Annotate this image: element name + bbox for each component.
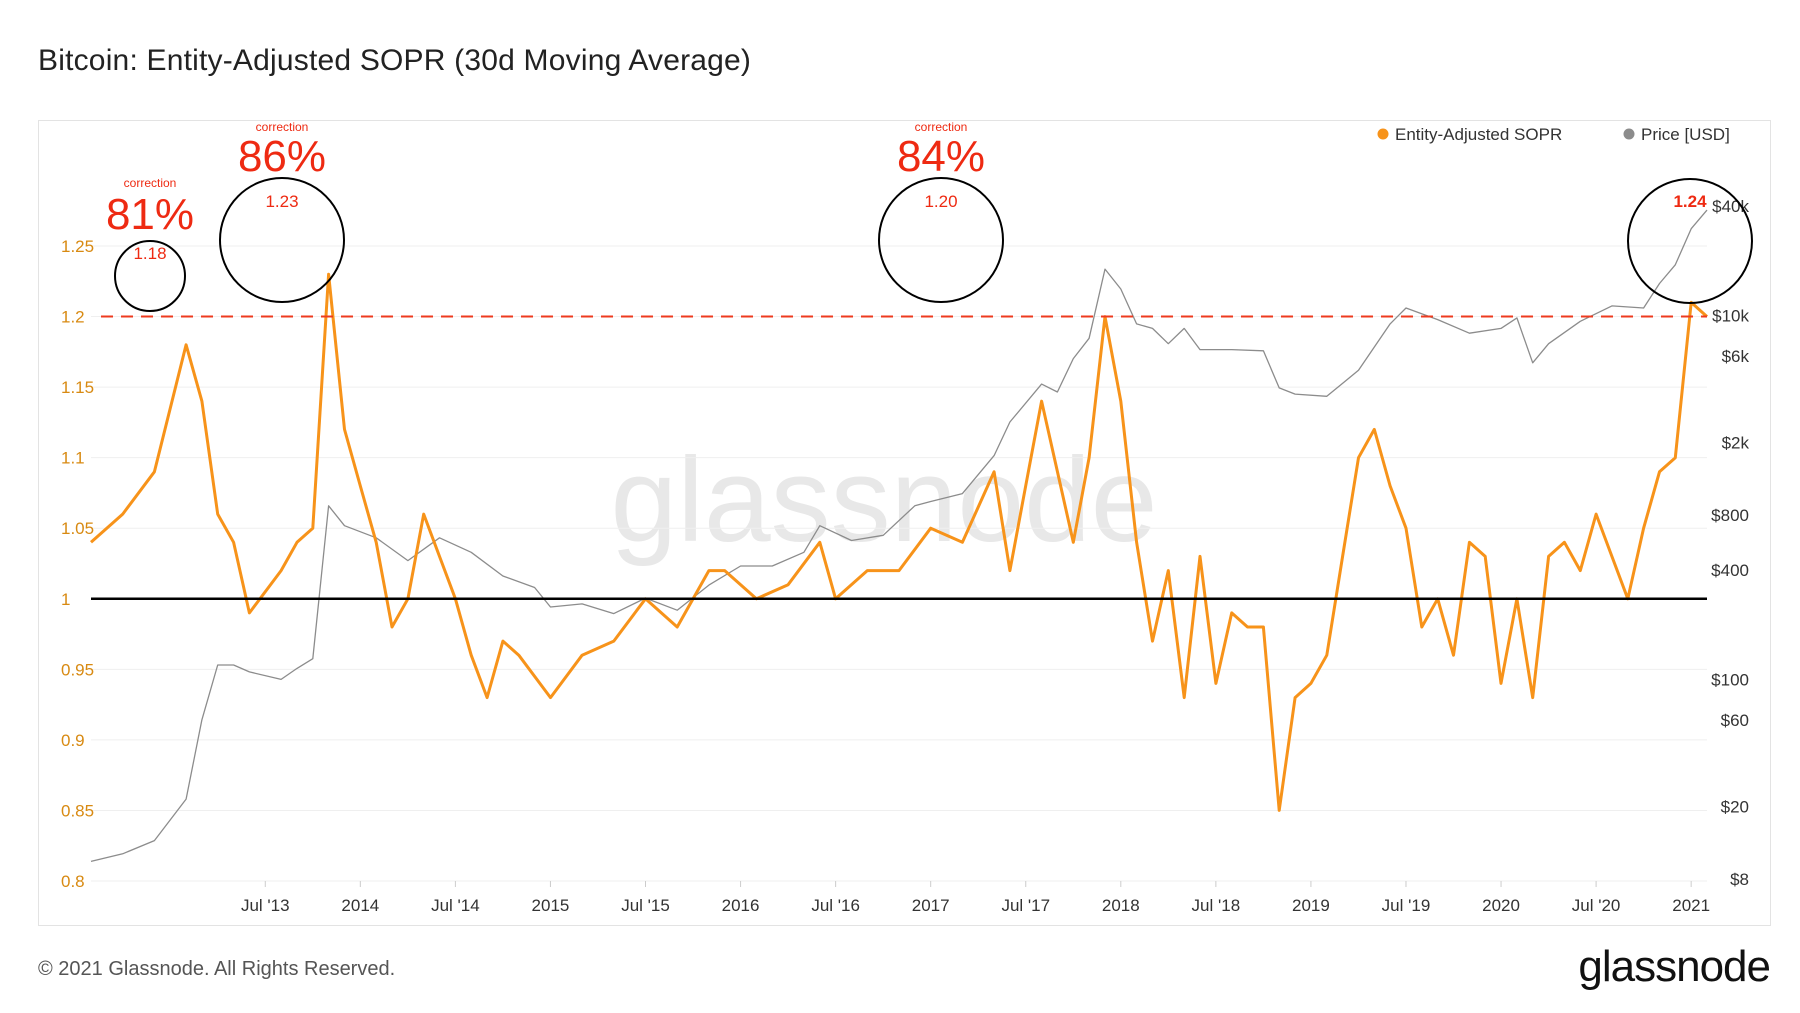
peak-value-label: 1.23 (265, 192, 298, 211)
right-y-axis: $8 $20 $60 $100 $400 $800 $2k $6k $10k $40k (1711, 197, 1749, 889)
chart-panel: glassnode 0.8 0.85 0.9 0.95 1 1.05 1.1 1.15 1.2 1… (38, 120, 1771, 926)
y-right-tick-label: $100 (1711, 670, 1749, 689)
x-tick-label: 2021 (1672, 896, 1710, 915)
peak-circle (114, 240, 186, 312)
brand-logo: glassnode (1578, 942, 1771, 991)
correction-percent: 84% (897, 132, 985, 181)
legend-label: Price [USD] (1641, 125, 1730, 144)
x-tick-label: 2019 (1292, 896, 1330, 915)
y-right-tick-label: $40k (1712, 197, 1749, 216)
price-line (90, 209, 1708, 863)
x-tick-label: Jul '19 (1382, 896, 1431, 915)
peak-circle (878, 177, 1004, 303)
legend-label: Entity-Adjusted SOPR (1395, 125, 1562, 144)
x-tick-label: Jul '17 (1001, 896, 1050, 915)
reference-lines (91, 315, 1707, 601)
chart-title: Bitcoin: Entity-Adjusted SOPR (30d Movin… (38, 44, 752, 77)
y-left-tick-label: 1.15 (61, 378, 94, 397)
y-left-tick-label: 1.25 (61, 237, 94, 256)
x-tick-label: Jul '14 (431, 896, 480, 915)
correction-label: correction (256, 121, 309, 134)
legend[interactable]: Entity-Adjusted SOPR Price [USD] (1377, 125, 1730, 144)
x-tick-label: 2015 (532, 896, 570, 915)
x-tick-label: 2014 (341, 896, 379, 915)
y-right-tick-label: $6k (1722, 347, 1750, 366)
peak-circle (219, 177, 345, 303)
y-right-tick-label: $20 (1721, 798, 1749, 817)
sopr-chart: glassnode 0.8 0.85 0.9 0.95 1 1.05 1.1 1.15 1.2 1… (61, 121, 1753, 915)
y-left-tick-label: 1.1 (61, 449, 85, 468)
correction-label: correction (124, 176, 177, 190)
y-left-tick-label: 0.8 (61, 872, 85, 891)
y-right-tick-label: $800 (1711, 506, 1749, 525)
y-right-tick-label: $2k (1722, 434, 1750, 453)
y-left-tick-label: 1.2 (61, 308, 85, 327)
peak-circle (1627, 178, 1753, 304)
x-tick-label: 2018 (1102, 896, 1140, 915)
correction-percent: 81% (106, 190, 194, 239)
x-tick-label: Jul '16 (811, 896, 860, 915)
peak-value-label: 1.24 (1673, 192, 1707, 211)
sopr-series (90, 272, 1709, 812)
y-right-tick-label: $60 (1721, 711, 1749, 730)
peak-value-label: 1.18 (133, 244, 166, 263)
y-left-tick-label: 0.95 (61, 660, 94, 679)
legend-marker (1377, 128, 1389, 140)
left-y-axis: 0.8 0.85 0.9 0.95 1 1.05 1.1 1.15 1.2 1.25 (61, 237, 94, 891)
correction-percent: 86% (238, 132, 326, 181)
watermark-text: glassnode (610, 433, 1157, 567)
x-tick-label: Jul '15 (621, 896, 670, 915)
x-tick-label: 2020 (1482, 896, 1520, 915)
y-left-tick-label: 1 (61, 590, 70, 609)
correction-label: correction (915, 121, 968, 134)
sopr-line (90, 272, 1709, 812)
x-tick-label: Jul '13 (241, 896, 290, 915)
peak-value-label: 1.20 (924, 192, 957, 211)
y-left-tick-label: 0.85 (61, 801, 94, 820)
y-right-tick-label: $8 (1730, 870, 1749, 889)
x-tick-label: 2016 (722, 896, 760, 915)
y-left-tick-label: 1.05 (61, 519, 94, 538)
legend-marker (1623, 128, 1635, 140)
y-right-tick-label: $400 (1711, 561, 1749, 580)
x-axis: Jul '13 2014 Jul '14 2015 Jul '15 2016 Jul '16… (241, 881, 1710, 915)
price-series (90, 209, 1708, 863)
x-tick-label: Jul '20 (1572, 896, 1621, 915)
x-tick-label: 2017 (912, 896, 950, 915)
y-left-tick-label: 0.9 (61, 731, 85, 750)
x-tick-label: Jul '18 (1192, 896, 1241, 915)
y-right-tick-label: $10k (1712, 307, 1749, 326)
copyright-footer: © 2021 Glassnode. All Rights Reserved. (38, 958, 396, 980)
